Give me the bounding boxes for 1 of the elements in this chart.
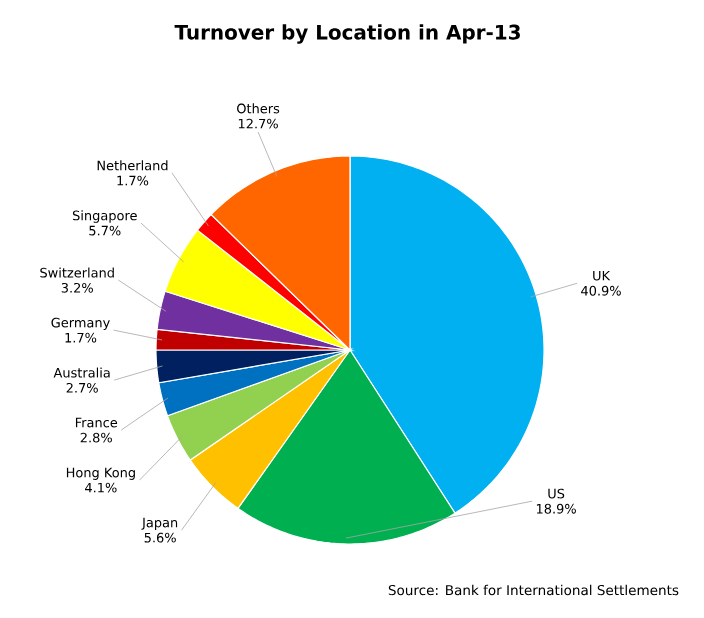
chart-title: Turnover by Location in Apr-13 [174, 24, 520, 44]
